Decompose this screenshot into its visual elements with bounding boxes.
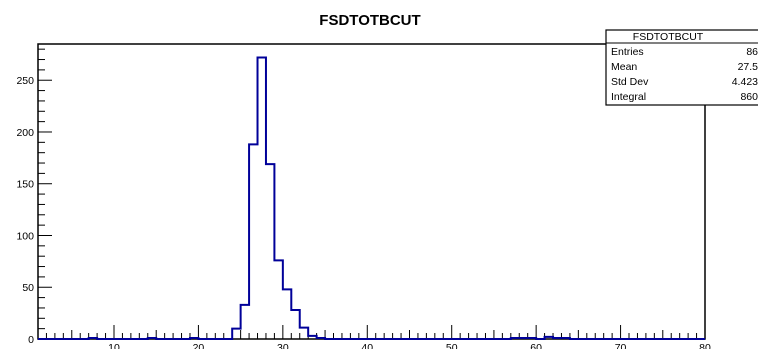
stats-box: FSDTOTBCUT Entries 86 Mean 27.5 Std Dev 4.423 I… bbox=[605, 29, 758, 106]
stats-row-value: 4.423 bbox=[732, 76, 758, 88]
histogram-bin bbox=[232, 329, 240, 339]
histogram-bins bbox=[89, 57, 570, 339]
x-tick-label: 60 bbox=[530, 342, 542, 349]
y-tick-label: 100 bbox=[16, 230, 34, 242]
histogram-bin bbox=[291, 310, 299, 339]
stats-row-value: 86 bbox=[746, 46, 758, 58]
histogram-bin bbox=[274, 260, 282, 339]
stats-row-value: 860 bbox=[740, 91, 758, 103]
histogram-bin bbox=[258, 57, 266, 339]
y-tick-label: 150 bbox=[16, 179, 34, 191]
x-tick-label: 10 bbox=[108, 342, 120, 349]
y-tick-label: 50 bbox=[22, 282, 34, 294]
y-tick-label: 0 bbox=[28, 334, 34, 346]
histogram-bin bbox=[241, 305, 249, 339]
histogram-bin bbox=[249, 144, 257, 339]
x-tick-label: 40 bbox=[361, 342, 373, 349]
histogram-bin bbox=[266, 164, 274, 339]
stats-box-title: FSDTOTBCUT bbox=[633, 31, 704, 43]
plot-frame bbox=[37, 43, 706, 340]
histogram-outline bbox=[38, 56, 705, 340]
stats-row-label: Entries bbox=[611, 46, 644, 58]
x-tick-label: 70 bbox=[615, 342, 627, 349]
stats-row-value: 27.5 bbox=[738, 61, 758, 73]
x-tick-label: 30 bbox=[277, 342, 289, 349]
histogram-bin bbox=[300, 328, 308, 339]
stats-row-label: Mean bbox=[611, 61, 637, 73]
x-tick-label: 50 bbox=[446, 342, 458, 349]
x-tick-label: 80 bbox=[699, 342, 711, 349]
y-tick-label: 250 bbox=[16, 75, 34, 87]
x-tick-label: 20 bbox=[193, 342, 205, 349]
chart-title: FSDTOTBCUT bbox=[319, 12, 420, 29]
y-tick-label: 200 bbox=[16, 127, 34, 139]
stats-row-label: Std Dev bbox=[611, 76, 649, 88]
histogram-bin bbox=[283, 289, 291, 339]
stats-row-label: Integral bbox=[611, 91, 646, 103]
